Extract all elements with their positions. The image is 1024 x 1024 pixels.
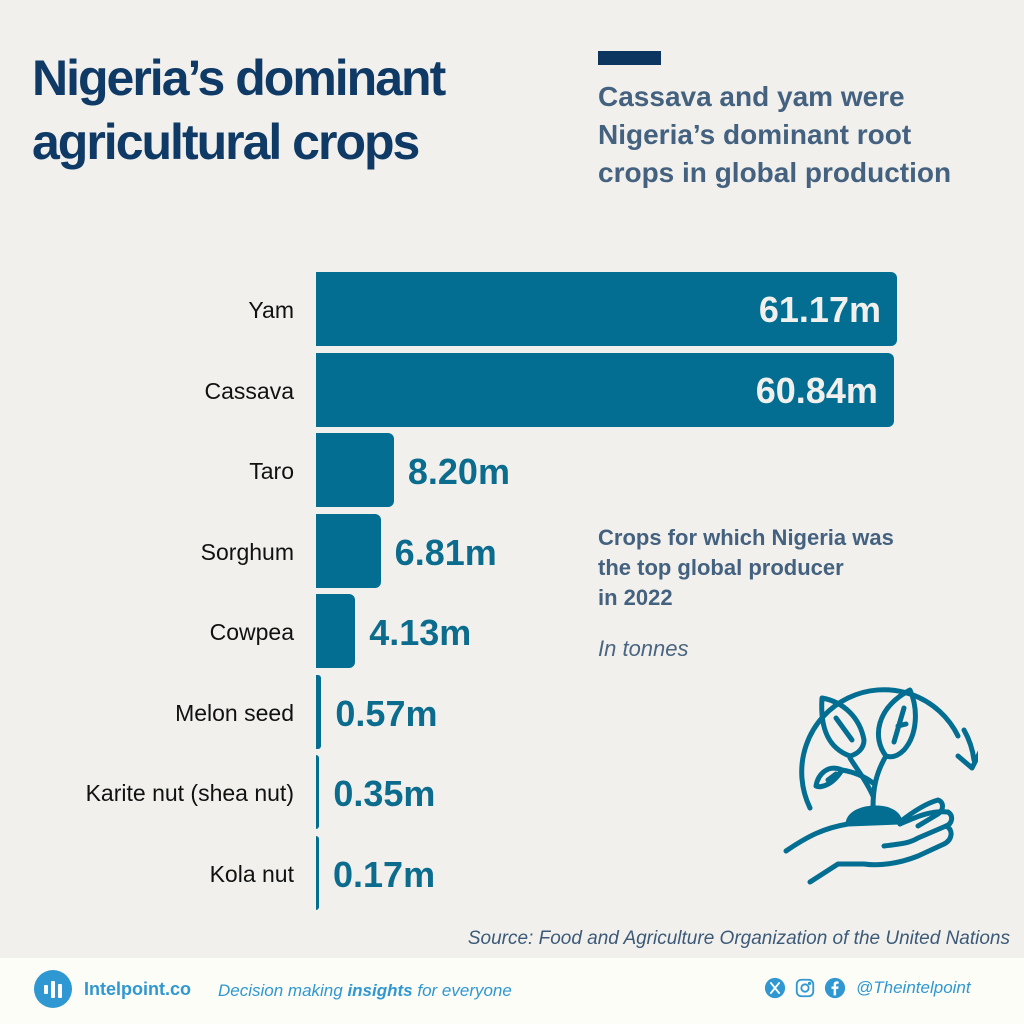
chart-note: Crops for which Nigeria was the top glob… — [598, 523, 998, 613]
category-label: Kola nut — [209, 860, 294, 887]
bar-row: Karite nut (shea nut) 0.35m — [0, 755, 1024, 831]
category-label: Cowpea — [209, 619, 294, 645]
plant-in-hand-icon — [783, 687, 978, 885]
value-label: 61.17m — [758, 289, 881, 330]
bar — [316, 594, 356, 668]
title-line-1: Nigeria’s dominant — [32, 50, 446, 106]
note-line-3: in 2022 — [598, 585, 673, 610]
tagline-post: for everyone — [412, 981, 512, 1000]
category-label: Karite nut (shea nut) — [85, 780, 294, 806]
social-links: @Theintelpoint — [764, 976, 971, 1000]
bar — [316, 835, 319, 910]
bar — [316, 674, 322, 749]
subtitle-line-3: crops in global production — [598, 157, 952, 188]
value-label: 8.20m — [407, 451, 510, 492]
bar-row: Melon seed 0.57m — [0, 674, 1024, 751]
x-icon[interactable] — [764, 977, 786, 999]
note-line-2: the top global producer — [598, 555, 844, 580]
bar-row: Yam 61.17m — [0, 272, 1024, 348]
bar-row: Taro 8.20m — [0, 433, 1024, 509]
brand-link[interactable]: Intelpoint.co — [84, 979, 191, 999]
bar — [316, 433, 394, 507]
value-label: 0.57m — [335, 692, 438, 734]
facebook-icon[interactable] — [824, 977, 846, 999]
social-handle[interactable]: @Theintelpoint — [856, 978, 971, 997]
value-label: 4.13m — [369, 612, 472, 653]
bar-row: Sorghum 6.81m — [0, 513, 1024, 590]
bar-row: Cowpea 4.13m — [0, 594, 1024, 670]
tagline-bold: insights — [347, 981, 413, 1000]
bar — [316, 513, 381, 588]
tagline: Decision making insights for everyone — [218, 981, 512, 1001]
bar-row: Kola nut 0.17m — [0, 835, 1024, 912]
bar: 60.84m — [316, 352, 894, 427]
page-title: Nigeria’s dominant agricultural crops — [32, 46, 552, 174]
bar: 61.17m — [316, 272, 897, 346]
category-label: Cassava — [204, 377, 294, 404]
subtitle-line-2: Nigeria’s dominant root — [598, 119, 912, 150]
instagram-icon[interactable] — [794, 977, 816, 999]
source-note: Source: Food and Agriculture Organizatio… — [467, 928, 1010, 949]
value-label: 0.17m — [333, 853, 436, 895]
bar — [316, 755, 320, 829]
footer: Intelpoint.co Decision making insights f… — [0, 958, 1024, 1024]
value-label: 6.81m — [394, 531, 497, 573]
category-label: Yam — [248, 297, 294, 323]
title-line-2: agricultural crops — [32, 114, 420, 170]
value-label: 60.84m — [755, 369, 878, 411]
tagline-pre: Decision making — [218, 981, 348, 1000]
note-line-1: Crops for which Nigeria was — [598, 525, 894, 550]
subtitle-line-1: Cassava and yam were — [598, 81, 905, 112]
category-label: Taro — [249, 458, 294, 484]
subtitle: Cassava and yam were Nigeria’s dominant … — [598, 78, 1018, 192]
accent-bar — [598, 51, 661, 65]
intelpoint-logo-icon[interactable] — [34, 970, 72, 1008]
unit-label: In tonnes — [598, 636, 689, 661]
value-label: 0.35m — [333, 773, 436, 814]
bar-row: Cassava 60.84m — [0, 352, 1024, 429]
category-label: Melon seed — [175, 699, 294, 726]
category-label: Sorghum — [200, 538, 294, 565]
